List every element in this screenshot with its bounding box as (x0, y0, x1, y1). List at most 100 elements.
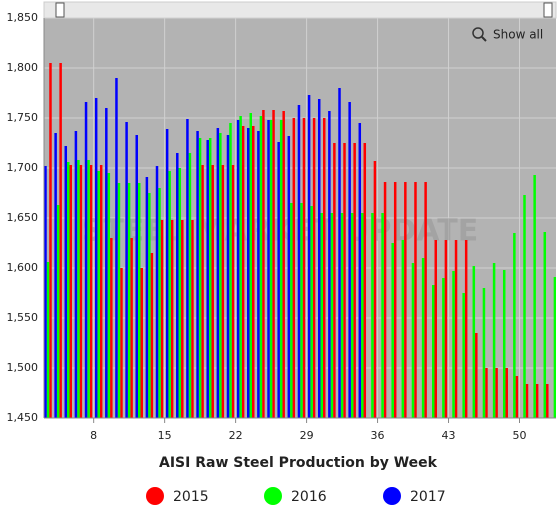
chart-title: AISI Raw Steel Production by Week (159, 455, 438, 471)
bar (165, 129, 169, 418)
bar (89, 165, 93, 418)
legend-label[interactable]: 2017 (410, 489, 446, 505)
bar (216, 128, 220, 418)
bar (97, 171, 100, 418)
bar (49, 63, 52, 418)
bar (198, 138, 202, 418)
bar (67, 162, 70, 418)
scrollbar[interactable] (43, 1, 557, 19)
bar (211, 165, 214, 418)
bar (226, 135, 230, 418)
bar (533, 175, 536, 418)
bar (363, 143, 367, 418)
bar (338, 88, 341, 418)
legend-label[interactable]: 2015 (173, 489, 209, 505)
scroll-handle-left[interactable] (55, 2, 65, 18)
bar (383, 182, 387, 418)
bar (125, 122, 128, 418)
bar (87, 160, 90, 418)
bar (178, 168, 182, 418)
legend-label[interactable]: 2016 (291, 489, 327, 505)
y-tick-label: 1,850 (7, 11, 39, 24)
bar (292, 118, 296, 418)
bar (168, 171, 171, 418)
show-all-label[interactable]: Show all (493, 28, 543, 42)
bar (424, 182, 427, 418)
bar (176, 153, 179, 418)
bar (221, 165, 225, 418)
bar (515, 376, 519, 418)
bar (56, 205, 60, 418)
bar (553, 277, 556, 418)
bar (74, 131, 78, 418)
bar (401, 240, 405, 418)
bar (404, 182, 407, 418)
bar (127, 183, 131, 418)
bar (46, 262, 50, 418)
bar (302, 118, 306, 418)
bar (353, 143, 356, 418)
bar (350, 213, 354, 418)
bar (241, 126, 245, 418)
bar (393, 182, 397, 418)
bar (247, 128, 250, 418)
bar (77, 160, 80, 418)
bar (219, 133, 222, 418)
bar (322, 118, 326, 418)
bar (115, 78, 118, 418)
bar (343, 143, 346, 418)
y-tick-label: 1,700 (7, 161, 39, 174)
bar (117, 183, 121, 418)
bar (170, 220, 174, 418)
bar (64, 146, 68, 418)
bar (272, 110, 275, 418)
legend-marker[interactable] (383, 487, 401, 505)
bar (191, 220, 194, 418)
bar (257, 131, 260, 418)
y-tick-label: 1,500 (7, 361, 39, 374)
scroll-handle-right[interactable] (543, 2, 553, 18)
bar (186, 119, 189, 418)
bar (206, 140, 209, 418)
bar (54, 133, 57, 418)
bar (328, 111, 331, 418)
bar (84, 102, 88, 418)
bar (107, 173, 111, 418)
bar (135, 135, 138, 418)
legend-marker[interactable] (146, 487, 164, 505)
bar (105, 108, 108, 418)
show-all-button[interactable]: Show all (472, 27, 543, 42)
x-tick-label: 29 (300, 429, 314, 442)
bar (358, 123, 362, 418)
y-tick-label: 1,750 (7, 111, 39, 124)
x-tick-label: 15 (158, 429, 172, 442)
bar (381, 213, 384, 418)
bar (262, 110, 265, 418)
bar (452, 271, 455, 418)
bar (201, 165, 204, 418)
bar (472, 266, 476, 418)
bar (282, 111, 285, 418)
bar (310, 206, 313, 418)
bar (259, 116, 263, 418)
bar (188, 153, 192, 418)
bar (69, 165, 73, 418)
bar (287, 136, 291, 418)
bar (546, 384, 549, 418)
bar (464, 240, 468, 418)
bar (44, 166, 47, 418)
x-tick-label: 36 (371, 429, 385, 442)
bar (181, 220, 184, 418)
bar (373, 161, 377, 418)
bar (475, 333, 478, 418)
bar (137, 183, 141, 418)
bar (434, 240, 438, 418)
bar (330, 213, 334, 418)
bar (505, 368, 508, 418)
legend-marker[interactable] (264, 487, 282, 505)
bar (535, 384, 539, 418)
bar (94, 98, 98, 418)
bar (482, 288, 486, 418)
bar (312, 118, 316, 418)
